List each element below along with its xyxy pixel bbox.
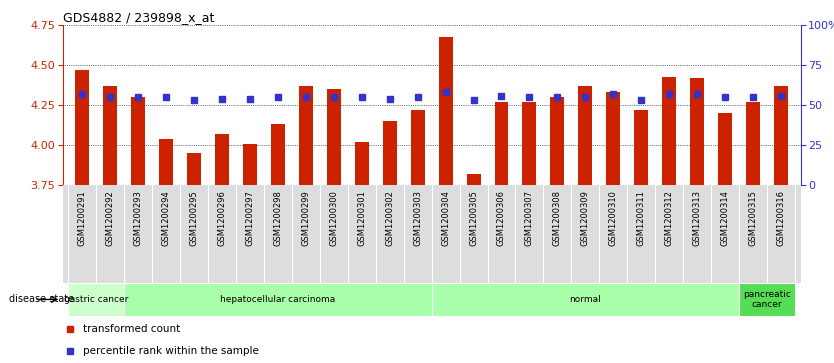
Bar	[550, 97, 565, 185]
Bar	[774, 86, 788, 185]
Bar	[159, 139, 173, 185]
Bar	[522, 102, 536, 185]
Text: GSM1200298: GSM1200298	[274, 190, 283, 246]
Text: transformed count: transformed count	[83, 324, 180, 334]
Text: hepatocellular carcinoma: hepatocellular carcinoma	[220, 295, 335, 304]
Text: GSM1200312: GSM1200312	[665, 190, 674, 246]
Text: disease state: disease state	[9, 294, 74, 305]
Bar	[432, 283, 739, 316]
Text: GSM1200303: GSM1200303	[413, 190, 422, 246]
Bar	[718, 113, 732, 185]
Bar	[103, 86, 117, 185]
Text: GSM1200297: GSM1200297	[245, 190, 254, 246]
Bar	[410, 110, 425, 185]
Text: GSM1200305: GSM1200305	[469, 190, 478, 246]
Text: GSM1200309: GSM1200309	[580, 190, 590, 246]
Text: pancreatic
cancer: pancreatic cancer	[743, 290, 791, 309]
Bar	[662, 77, 676, 185]
Bar	[495, 102, 509, 185]
Text: GSM1200291: GSM1200291	[78, 190, 87, 246]
Bar	[187, 153, 201, 185]
Text: GSM1200294: GSM1200294	[162, 190, 170, 246]
Bar	[75, 70, 89, 185]
Bar	[299, 86, 313, 185]
Bar	[131, 97, 145, 185]
Text: GSM1200314: GSM1200314	[721, 190, 730, 246]
Bar	[354, 142, 369, 185]
Text: GSM1200311: GSM1200311	[637, 190, 646, 246]
Text: GSM1200313: GSM1200313	[693, 190, 701, 246]
Bar	[271, 125, 285, 185]
Text: GSM1200293: GSM1200293	[133, 190, 143, 246]
Bar	[215, 134, 229, 185]
Bar	[606, 93, 620, 185]
Bar	[746, 102, 760, 185]
Text: GSM1200292: GSM1200292	[106, 190, 114, 246]
Text: GSM1200295: GSM1200295	[189, 190, 198, 246]
Text: percentile rank within the sample: percentile rank within the sample	[83, 346, 259, 356]
Text: GSM1200306: GSM1200306	[497, 190, 506, 246]
Text: GSM1200301: GSM1200301	[357, 190, 366, 246]
Bar	[243, 144, 257, 185]
Bar	[383, 121, 397, 185]
Bar	[578, 86, 592, 185]
Text: gastric cancer: gastric cancer	[64, 295, 128, 304]
Text: GSM1200315: GSM1200315	[749, 190, 757, 246]
Bar	[439, 37, 453, 185]
Text: GSM1200300: GSM1200300	[329, 190, 339, 246]
Text: GSM1200296: GSM1200296	[218, 190, 226, 246]
Text: GSM1200307: GSM1200307	[525, 190, 534, 246]
Bar	[327, 89, 341, 185]
Bar	[124, 283, 432, 316]
Text: normal: normal	[570, 295, 601, 304]
Text: GSM1200316: GSM1200316	[776, 190, 786, 246]
Bar	[739, 283, 795, 316]
Text: GSM1200304: GSM1200304	[441, 190, 450, 246]
Bar	[691, 78, 704, 185]
Bar	[635, 110, 648, 185]
Text: GSM1200310: GSM1200310	[609, 190, 618, 246]
Text: GSM1200308: GSM1200308	[553, 190, 562, 246]
Text: GDS4882 / 239898_x_at: GDS4882 / 239898_x_at	[63, 11, 214, 24]
Text: GSM1200302: GSM1200302	[385, 190, 394, 246]
Text: GSM1200299: GSM1200299	[301, 190, 310, 246]
Bar	[466, 174, 480, 185]
Bar	[68, 283, 124, 316]
